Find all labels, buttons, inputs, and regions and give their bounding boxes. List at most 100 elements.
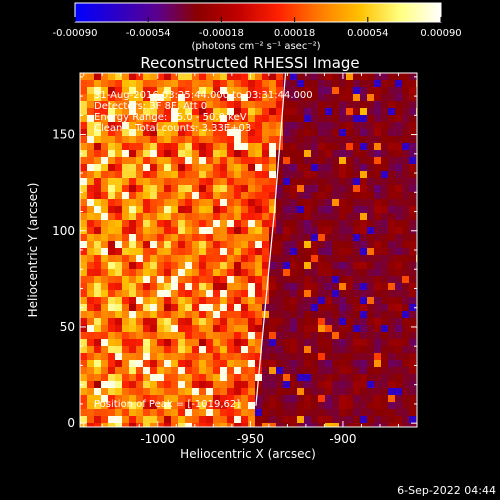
heatmap-cell xyxy=(115,318,123,326)
heatmap-cell xyxy=(143,381,151,389)
heatmap-cell xyxy=(318,416,326,424)
heatmap-cell xyxy=(311,178,319,186)
heatmap-cell xyxy=(101,262,109,270)
heatmap-cell xyxy=(290,318,298,326)
heatmap-cell xyxy=(150,381,158,389)
heatmap-cell xyxy=(157,325,165,333)
heatmap-cell xyxy=(136,381,144,389)
heatmap-cell xyxy=(346,150,354,158)
heatmap-cell xyxy=(164,290,172,298)
heatmap-cell xyxy=(129,136,137,144)
heatmap-cell xyxy=(276,388,284,396)
heatmap-cell xyxy=(374,73,382,81)
heatmap-cell xyxy=(94,311,102,319)
heatmap-cell xyxy=(269,283,277,291)
heatmap-cell xyxy=(213,206,221,214)
heatmap-cell xyxy=(150,108,158,116)
heatmap-cell xyxy=(262,332,270,340)
heatmap-cell xyxy=(115,332,123,340)
heatmap-cell xyxy=(122,192,130,200)
heatmap-cell xyxy=(360,185,368,193)
heatmap-cell xyxy=(185,94,193,102)
heatmap-cell xyxy=(199,276,207,284)
heatmap-cell xyxy=(136,143,144,151)
heatmap-cell xyxy=(276,283,284,291)
heatmap-cell xyxy=(129,360,137,368)
heatmap-cell xyxy=(164,255,172,263)
heatmap-cell xyxy=(80,304,88,312)
heatmap-cell xyxy=(108,297,116,305)
heatmap-cell xyxy=(213,115,221,123)
heatmap-cell xyxy=(94,332,102,340)
heatmap-cell xyxy=(206,129,214,137)
heatmap-cell xyxy=(171,304,179,312)
heatmap-cell xyxy=(192,241,200,249)
heatmap-cell xyxy=(234,381,242,389)
heatmap-cell xyxy=(143,402,151,410)
heatmap-cell xyxy=(402,318,410,326)
heatmap-cell xyxy=(339,395,347,403)
heatmap-cell xyxy=(290,206,298,214)
heatmap-cell xyxy=(276,339,284,347)
heatmap-cell xyxy=(374,101,382,109)
heatmap-cell xyxy=(164,108,172,116)
heatmap-cell xyxy=(80,290,88,298)
heatmap-cell xyxy=(136,73,144,81)
heatmap-cell xyxy=(367,276,375,284)
heatmap-cell xyxy=(332,199,340,207)
heatmap-cell xyxy=(325,206,333,214)
heatmap-cell xyxy=(318,136,326,144)
heatmap-cell xyxy=(108,269,116,277)
heatmap-cell xyxy=(262,227,270,235)
heatmap-cell xyxy=(136,87,144,95)
heatmap-cell xyxy=(206,416,214,424)
heatmap-cell xyxy=(374,346,382,354)
heatmap-cell xyxy=(353,234,361,242)
heatmap-cell xyxy=(220,346,228,354)
heatmap-cell xyxy=(241,234,249,242)
heatmap-cell xyxy=(346,276,354,284)
heatmap-cell xyxy=(283,318,291,326)
heatmap-cell xyxy=(164,360,172,368)
heatmap-cell xyxy=(171,199,179,207)
heatmap-cell xyxy=(402,248,410,256)
heatmap-cell xyxy=(220,136,228,144)
heatmap-cell xyxy=(241,346,249,354)
heatmap-cell xyxy=(234,143,242,151)
heatmap-cell xyxy=(360,374,368,382)
heatmap-cell xyxy=(150,388,158,396)
heatmap-cell xyxy=(395,213,403,221)
heatmap-cell xyxy=(157,199,165,207)
heatmap-cell xyxy=(241,150,249,158)
heatmap-cell xyxy=(304,269,312,277)
heatmap-cell xyxy=(213,297,221,305)
heatmap-cell xyxy=(360,178,368,186)
heatmap-cell xyxy=(269,241,277,249)
heatmap-cell xyxy=(220,80,228,88)
heatmap-cell xyxy=(178,87,186,95)
heatmap-cell xyxy=(283,241,291,249)
heatmap-cell xyxy=(115,367,123,375)
heatmap-cell xyxy=(206,353,214,361)
heatmap-cell xyxy=(339,220,347,228)
heatmap-cell xyxy=(297,241,305,249)
heatmap-cell xyxy=(143,87,151,95)
heatmap-cell xyxy=(360,143,368,151)
heatmap-cell xyxy=(325,402,333,410)
heatmap-cell xyxy=(213,360,221,368)
heatmap-cell xyxy=(360,402,368,410)
heatmap-cell xyxy=(395,122,403,130)
heatmap-cell xyxy=(409,283,417,291)
heatmap-cell xyxy=(346,143,354,151)
heatmap-cell xyxy=(339,178,347,186)
heatmap-cell xyxy=(374,311,382,319)
heatmap-cell xyxy=(199,164,207,172)
heatmap-cell xyxy=(255,423,263,427)
heatmap-cell xyxy=(325,213,333,221)
heatmap-cell xyxy=(157,185,165,193)
heatmap-cell xyxy=(388,234,396,242)
heatmap-cell xyxy=(346,339,354,347)
heatmap-cell xyxy=(220,269,228,277)
heatmap-cell xyxy=(346,213,354,221)
heatmap-cell xyxy=(220,164,228,172)
